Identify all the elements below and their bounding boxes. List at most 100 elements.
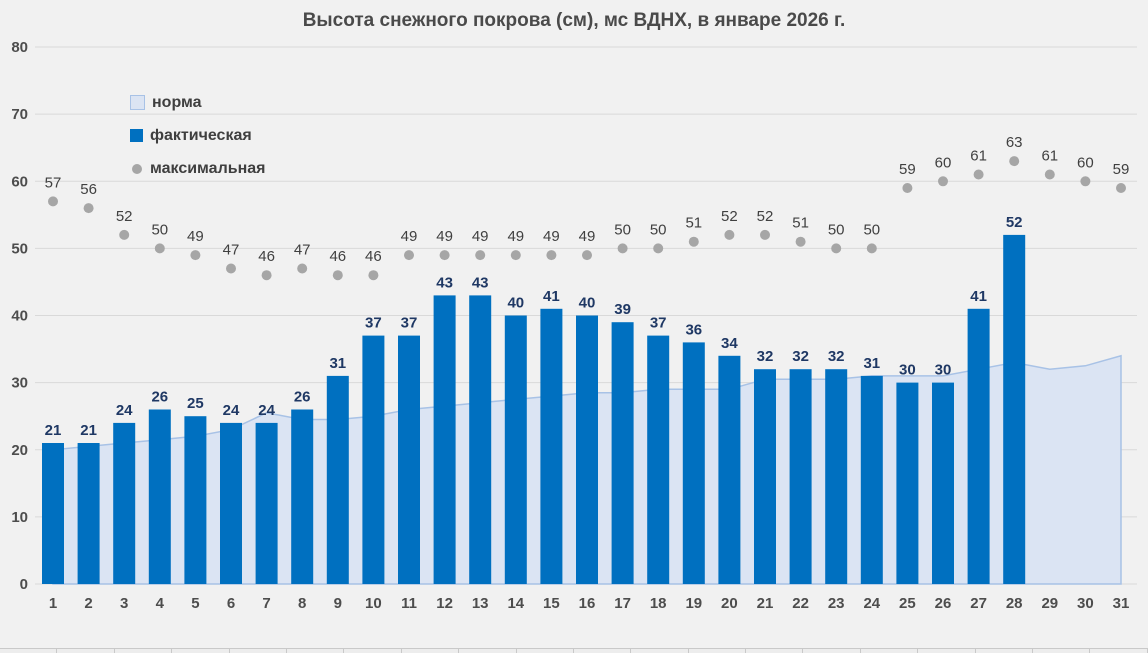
max-value-label: 51 <box>792 215 809 232</box>
max-value-label: 49 <box>187 228 204 245</box>
worksheet-cell[interactable] <box>689 649 747 653</box>
worksheet-cell[interactable] <box>861 649 919 653</box>
max-value-label: 49 <box>436 228 453 245</box>
x-axis-tick-label: 26 <box>935 595 952 612</box>
actual-value-label: 41 <box>543 288 560 305</box>
actual-value-label: 52 <box>1006 214 1023 231</box>
worksheet-cell[interactable] <box>976 649 1034 653</box>
max-dot <box>261 270 272 281</box>
actual-value-label: 30 <box>899 362 916 379</box>
actual-value-label: 26 <box>294 389 311 406</box>
x-axis-tick-label: 9 <box>334 595 342 612</box>
actual-value-label: 31 <box>329 355 346 372</box>
max-dot <box>760 229 770 240</box>
max-dot <box>724 229 735 240</box>
worksheet-cell[interactable] <box>115 649 173 653</box>
x-axis-tick-label: 21 <box>757 595 774 612</box>
worksheet-cell[interactable] <box>1090 649 1148 653</box>
worksheet-row-strip[interactable] <box>0 648 1148 653</box>
actual-bar <box>362 335 385 584</box>
worksheet-cell[interactable] <box>172 649 230 653</box>
actual-value-label: 24 <box>258 402 275 419</box>
max-dot <box>1009 156 1020 167</box>
actual-value-label: 43 <box>472 274 489 291</box>
max-value-label: 51 <box>685 215 702 232</box>
x-axis-tick-label: 8 <box>298 595 306 612</box>
actual-bar <box>932 382 954 584</box>
worksheet-cell[interactable] <box>287 649 345 653</box>
max-dot <box>902 183 913 193</box>
actual-value-label: 41 <box>970 288 987 305</box>
actual-value-label: 34 <box>721 335 738 352</box>
max-dot <box>154 243 165 254</box>
legend-item-norm[interactable]: норма <box>130 86 265 119</box>
max-value-label: 46 <box>258 248 275 265</box>
actual-value-label: 24 <box>116 402 133 419</box>
actual-value-label: 21 <box>80 422 97 439</box>
x-axis-tick-label: 24 <box>863 595 880 612</box>
actual-value-label: 37 <box>401 315 418 332</box>
max-dot <box>866 243 877 254</box>
worksheet-cell[interactable] <box>803 649 861 653</box>
max-value-label: 49 <box>543 228 560 245</box>
max-value-label: 63 <box>1006 134 1023 151</box>
actual-bar <box>504 315 527 584</box>
max-dot <box>404 250 414 261</box>
max-value-label: 50 <box>151 221 168 238</box>
max-dot <box>510 250 521 261</box>
max-dot <box>795 236 806 247</box>
worksheet-cell[interactable] <box>344 649 402 653</box>
actual-bar <box>433 295 456 584</box>
x-axis-tick-label: 4 <box>156 595 165 612</box>
worksheet-cell[interactable] <box>1033 649 1091 653</box>
actual-value-label: 37 <box>365 315 382 332</box>
x-axis-tick-label: 23 <box>828 595 845 612</box>
legend-item-max[interactable]: максимальная <box>130 152 265 185</box>
x-axis-tick-label: 2 <box>84 595 92 612</box>
worksheet-cell[interactable] <box>631 649 689 653</box>
y-axis-tick-label: 30 <box>11 375 28 392</box>
max-dot <box>688 236 699 247</box>
max-dot <box>1080 176 1091 187</box>
x-axis-tick-label: 18 <box>650 595 667 612</box>
x-axis-tick-label: 1 <box>49 595 57 612</box>
actual-bar-swatch-icon <box>130 129 143 142</box>
worksheet-cell[interactable] <box>402 649 460 653</box>
worksheet-cell[interactable] <box>517 649 574 653</box>
max-dot <box>332 270 343 281</box>
max-dot <box>582 250 592 261</box>
actual-value-label: 32 <box>757 348 774 365</box>
actual-value-label: 39 <box>614 301 631 318</box>
actual-bar <box>825 369 848 584</box>
y-axis-tick-label: 70 <box>11 106 28 123</box>
max-dot <box>119 229 130 240</box>
x-axis-tick-label: 15 <box>543 595 560 612</box>
worksheet-cell[interactable] <box>918 649 976 653</box>
actual-bar <box>647 335 670 584</box>
worksheet-cell[interactable] <box>230 649 287 653</box>
max-value-label: 46 <box>329 248 346 265</box>
x-axis-tick-label: 22 <box>792 595 809 612</box>
x-axis-tick-label: 19 <box>685 595 702 612</box>
worksheet-cell[interactable] <box>57 649 115 653</box>
max-dot <box>617 243 628 254</box>
x-axis-tick-label: 30 <box>1077 595 1094 612</box>
max-dot <box>475 250 486 261</box>
actual-value-label: 31 <box>863 355 880 372</box>
y-axis-tick-label: 20 <box>11 442 28 459</box>
x-axis-tick-label: 29 <box>1041 595 1058 612</box>
y-axis-tick-label: 0 <box>20 576 28 593</box>
actual-bar <box>148 409 171 584</box>
actual-bar <box>42 443 64 584</box>
worksheet-cell[interactable] <box>574 649 632 653</box>
legend-item-actual[interactable]: фактическая <box>130 119 265 152</box>
worksheet-cell[interactable] <box>746 649 804 653</box>
worksheet-cell[interactable] <box>0 649 58 653</box>
worksheet-cell[interactable] <box>459 649 517 653</box>
legend-label-actual: фактическая <box>150 126 252 144</box>
actual-bar <box>896 382 919 584</box>
x-axis-tick-label: 17 <box>614 595 631 612</box>
actual-bar <box>1003 234 1026 584</box>
